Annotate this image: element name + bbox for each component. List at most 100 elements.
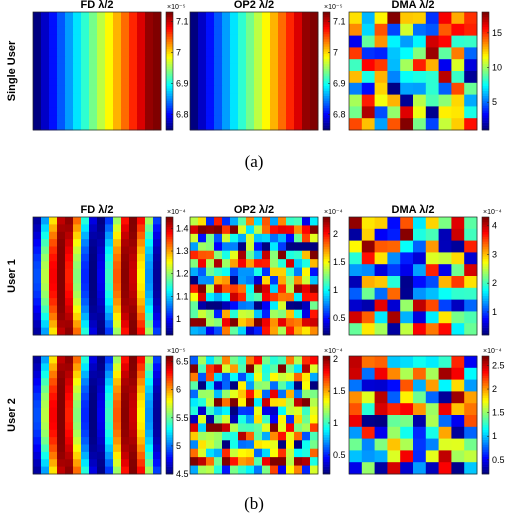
heatmap-cell [349, 379, 363, 392]
heatmap-cell [57, 320, 66, 329]
heatmap-cell [246, 423, 255, 433]
heatmap-cell [190, 225, 199, 235]
heatmap-cell [254, 217, 263, 226]
heatmap-cell [73, 422, 82, 431]
heatmap-cell [97, 327, 106, 336]
heatmap-cell [464, 118, 478, 131]
heatmap-cell [464, 311, 478, 324]
colorbar-segment [166, 115, 173, 119]
colorbar-segment [323, 444, 330, 448]
heatmap-cell [230, 85, 239, 94]
heatmap-cell [270, 267, 279, 277]
heatmap-cell [65, 290, 74, 299]
colorbar: 6.86.977.1×10⁻⁵ [165, 4, 189, 131]
colorbar-segment [482, 422, 489, 426]
colorbar-segment [166, 307, 173, 311]
heatmap-cell [49, 71, 58, 79]
heatmap-cell [97, 298, 106, 306]
heatmap-cell [254, 448, 263, 458]
heatmap-cell [310, 448, 319, 458]
heatmap-cell [413, 426, 427, 439]
heatmap-cell [278, 364, 287, 374]
heatmap-cell [105, 429, 114, 438]
heatmap-cell [451, 217, 465, 230]
heatmap-cell [464, 356, 478, 369]
heatmap-cell [33, 115, 42, 124]
heatmap-cell [190, 71, 199, 79]
heatmap-panel-4: FD λ/211.11.21.31.4×10⁻⁴ [32, 204, 189, 336]
heatmap-cell [464, 94, 478, 107]
colorbar-segment [482, 53, 489, 57]
colorbar-tick-label: 1 [333, 285, 338, 295]
heatmap-cell [65, 422, 74, 431]
heatmap-cell [153, 385, 162, 394]
heatmap-cell [113, 312, 122, 321]
heatmap-cell [387, 415, 401, 428]
heatmap-cell [41, 246, 50, 255]
colorbar: 0.511.52×10⁻⁴ [322, 209, 346, 336]
heatmap-cell [230, 415, 239, 424]
colorbar-frame [481, 355, 490, 475]
colorbar-segment [482, 48, 489, 52]
heatmap-cell [105, 400, 114, 409]
heatmap-cell [451, 356, 465, 369]
heatmap-cell [349, 252, 363, 265]
heatmap-cell [425, 264, 439, 277]
heatmap-cell [262, 431, 271, 441]
heatmap-cell [387, 323, 401, 336]
colorbar-segment [482, 251, 489, 255]
heatmap-cell [65, 122, 74, 131]
heatmap-cell [121, 268, 130, 277]
colorbar-segment [166, 310, 173, 314]
heatmap-cell [81, 122, 90, 131]
heatmap-cell [294, 372, 303, 382]
caption-b: (b) [244, 494, 264, 513]
heatmap-cell [97, 85, 106, 94]
heatmap-cell [278, 440, 287, 450]
heatmap-cell [310, 85, 319, 94]
colorbar-segment [482, 241, 489, 245]
heatmap-cell [113, 459, 122, 468]
colorbar-segment [166, 429, 173, 433]
heatmap-cell [113, 115, 122, 124]
colorbar-segment [482, 39, 489, 42]
heatmap-cell [73, 78, 82, 87]
colorbar-segment [166, 73, 173, 77]
heatmap-cell [121, 253, 130, 262]
heatmap-cell [451, 82, 465, 95]
heatmap-cell [137, 231, 146, 240]
heatmap-cell [222, 225, 231, 235]
heatmap-cell [145, 253, 154, 262]
heatmap-cell [286, 71, 295, 79]
colorbar-segment [482, 125, 489, 128]
heatmap-cell [49, 385, 58, 394]
heatmap-cell [41, 320, 50, 329]
heatmap-cell [302, 356, 311, 365]
colorbar-segment [482, 424, 489, 428]
colorbar-tick-label: 7.1 [333, 16, 346, 26]
heatmap-cell [438, 276, 452, 289]
heatmap-cell [198, 71, 207, 79]
heatmap-cell [413, 240, 427, 253]
heatmap-cell [349, 82, 363, 95]
heatmap-cell [374, 323, 388, 336]
colorbar-segment [482, 221, 489, 225]
heatmap-cell [214, 259, 223, 268]
heatmap-cell [105, 231, 114, 240]
heatmap-cell [206, 250, 215, 260]
heatmap-cell [310, 63, 319, 72]
colorbar-segment [323, 90, 330, 94]
colorbar-segment [166, 417, 173, 421]
heatmap-cell [270, 431, 279, 441]
heatmap-cell [81, 298, 90, 306]
heatmap-cell [81, 217, 90, 225]
heatmap-cell [270, 26, 279, 35]
heatmap-cell [97, 253, 106, 262]
heatmap-cell [137, 451, 146, 460]
heatmap-cell [425, 12, 439, 25]
heatmap-cell [198, 406, 207, 416]
colorbar-segment [323, 469, 330, 472]
heatmap-cell [33, 261, 42, 270]
heatmap-cell [41, 78, 50, 87]
heatmap-cell [113, 378, 122, 386]
